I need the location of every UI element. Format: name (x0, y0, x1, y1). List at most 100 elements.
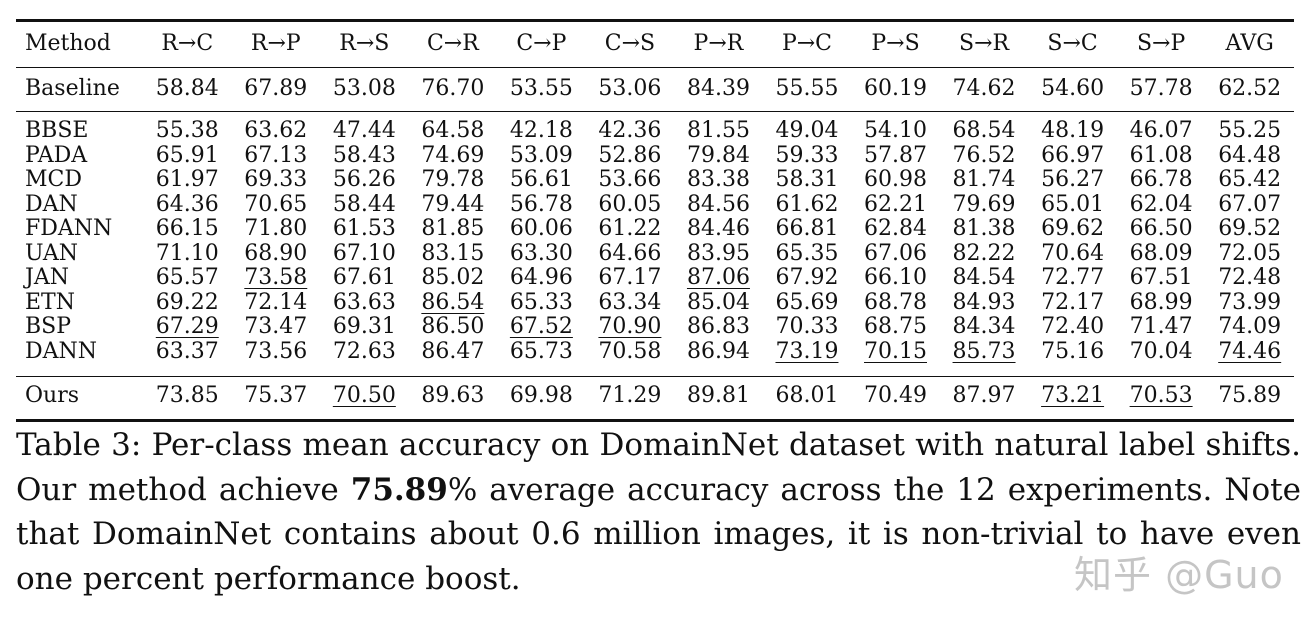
table-cell: 74.69 (421, 142, 485, 168)
column-header: R→P (250, 31, 301, 57)
table-cell: 68.54 (952, 118, 1016, 143)
table-cell: 76.70 (421, 75, 485, 101)
table-methods-rule (16, 376, 1294, 378)
method-name: DANN (25, 338, 98, 364)
table-cell: 72.63 (332, 338, 396, 364)
table-cell: 71.47 (1129, 314, 1193, 339)
table-cell: 76.52 (952, 142, 1016, 168)
table-cell: 69.98 (509, 382, 573, 408)
watermark: 知乎 @Guo (1074, 553, 1284, 597)
table-cell: 67.13 (244, 142, 308, 168)
method-name: Baseline (25, 75, 120, 101)
table-cell: 67.89 (244, 75, 308, 101)
table-cell: 58.31 (775, 167, 839, 192)
table-cell: 55.55 (775, 75, 839, 101)
table-cell: 84.54 (952, 265, 1016, 290)
table-cell: 66.15 (155, 216, 219, 241)
table-row: BSP 67.29 73.47 69.31 86.50 67.52 70.90 … (16, 314, 1294, 340)
column-header: C→P (516, 31, 567, 57)
table-cell: 81.74 (952, 167, 1016, 192)
method-name: ETN (25, 289, 75, 315)
table-cell: 70.65 (244, 191, 308, 217)
column-header: S→R (959, 31, 1010, 57)
table-cell: 67.29 (155, 314, 219, 339)
table-cell: 67.06 (864, 240, 927, 266)
table-cell: 61.08 (1129, 142, 1193, 168)
table-cell: 68.78 (864, 289, 927, 315)
table-cell: 61.97 (155, 167, 219, 192)
table-cell: 71.29 (598, 382, 662, 408)
table-cell: 79.78 (421, 167, 485, 192)
method-name: PADA (25, 142, 88, 168)
table-cell: 70.33 (775, 314, 839, 339)
table-cell: 67.61 (332, 265, 396, 290)
table-cell: 62.84 (864, 216, 927, 241)
table-cell: 72.40 (1041, 314, 1105, 339)
table-cell: 75.16 (1041, 338, 1105, 364)
caption-highlight: 75.89 (350, 471, 448, 508)
table-cell: 54.60 (1041, 75, 1105, 101)
table-cell: 60.19 (864, 75, 927, 101)
caption-text-end: % average accuracy across the 12 experim… (16, 471, 1301, 597)
table-cell: 79.69 (952, 191, 1016, 217)
table-cell: 72.14 (244, 289, 308, 315)
table-cell: 84.34 (952, 314, 1016, 339)
table-cell: 64.48 (1218, 142, 1282, 168)
table-cell: 56.27 (1041, 167, 1105, 192)
table-cell: 67.07 (1218, 191, 1282, 217)
table-cell: 79.84 (686, 142, 750, 168)
table-cell: 71.80 (244, 216, 308, 241)
table-cell: 70.50 (332, 382, 396, 408)
table-cell: 61.53 (332, 216, 396, 241)
table-cell: 65.57 (155, 265, 219, 290)
table-cell: 54.10 (864, 118, 927, 143)
table-cell: 87.97 (952, 382, 1016, 408)
table-cell: 49.04 (775, 118, 839, 143)
table-cell: 86.47 (421, 338, 485, 364)
table-cell: 72.05 (1218, 240, 1282, 266)
table-cell: 85.02 (421, 265, 485, 290)
baseline-row: Baseline 58.84 67.89 53.08 76.70 53.55 5… (16, 67, 1294, 111)
column-header: P→S (871, 31, 920, 57)
table-cell: 55.25 (1218, 118, 1282, 143)
table-cell: 68.09 (1129, 240, 1193, 266)
table-cell: 75.89 (1218, 382, 1282, 408)
table-cell: 65.69 (775, 289, 839, 315)
table-cell: 64.66 (598, 240, 662, 266)
table-cell: 72.48 (1218, 265, 1282, 290)
table-cell: 46.07 (1129, 118, 1193, 143)
table-cell: 65.33 (509, 289, 573, 315)
table-cell: 74.46 (1218, 338, 1282, 364)
table-cell: 68.90 (244, 240, 308, 266)
table-row: MCD 61.97 69.33 56.26 79.78 56.61 53.66 … (16, 167, 1294, 193)
table-cell: 70.64 (1041, 240, 1105, 266)
table-cell: 65.42 (1218, 167, 1282, 192)
table-row: PADA 65.91 67.13 58.43 74.69 53.09 52.86… (16, 142, 1294, 169)
table-cell: 84.46 (686, 216, 750, 241)
table-cell: 69.22 (155, 289, 219, 315)
table-cell: 66.78 (1129, 167, 1193, 192)
table-cell: 68.99 (1129, 289, 1193, 315)
table-cell: 81.55 (686, 118, 750, 143)
table-cell: 69.52 (1218, 216, 1282, 241)
table-cell: 81.38 (952, 216, 1016, 241)
table-cell: 63.62 (244, 118, 308, 143)
table-cell: 70.15 (864, 338, 927, 364)
table-cell: 74.09 (1218, 314, 1282, 339)
table-cell: 61.22 (598, 216, 662, 241)
column-header: C→S (604, 31, 656, 57)
table-row: BBSE 55.38 63.62 47.44 64.58 42.18 42.36… (16, 111, 1294, 144)
table-cell: 62.52 (1218, 75, 1282, 101)
table-cell: 60.05 (598, 191, 662, 217)
table-cell: 87.06 (686, 265, 750, 290)
table-cell: 89.63 (421, 382, 485, 408)
table-cell: 84.56 (686, 191, 750, 217)
table-cell: 58.44 (332, 191, 396, 217)
table-cell: 83.38 (686, 167, 750, 192)
table-cell: 64.36 (155, 191, 219, 217)
table-cell: 63.34 (598, 289, 662, 315)
table-row: ETN 69.22 72.14 63.63 86.54 65.33 63.34 … (16, 289, 1294, 316)
table-cell: 69.33 (244, 167, 308, 192)
table-cell: 42.18 (509, 118, 573, 143)
table-cell: 79.44 (421, 191, 485, 217)
